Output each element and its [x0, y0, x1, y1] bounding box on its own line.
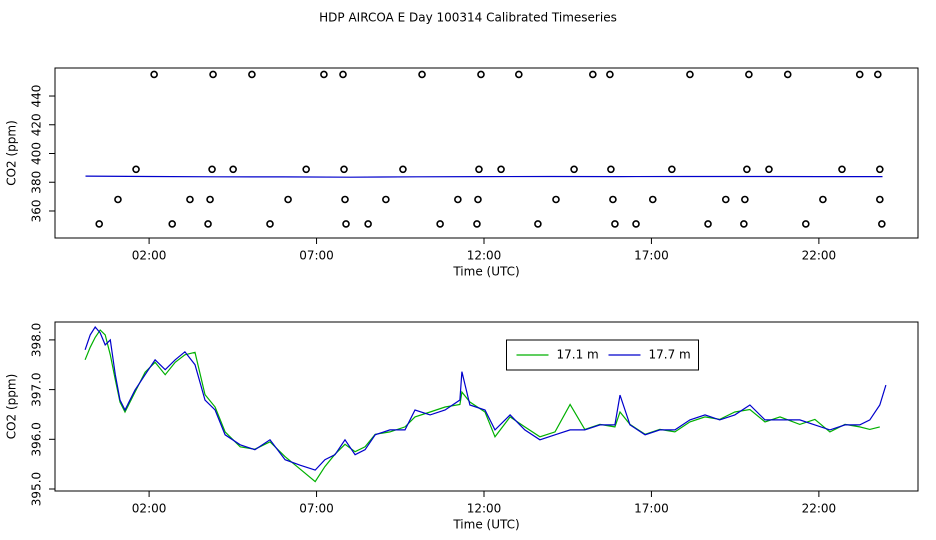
x-tick-label: 12:00 — [467, 502, 502, 516]
data-point — [704, 220, 712, 228]
data-point — [874, 70, 882, 79]
x-tick-label: 07:00 — [299, 249, 334, 263]
data-point — [686, 70, 694, 79]
y-tick-label: 400 — [30, 142, 44, 165]
data-point — [209, 70, 217, 79]
legend-label: 17.7 m — [649, 348, 691, 362]
data-point — [740, 220, 748, 228]
data-point — [150, 70, 158, 79]
plot-frame — [54, 67, 919, 239]
y-tick-label: 398.0 — [30, 323, 44, 357]
x-tick-label: 02:00 — [132, 502, 167, 516]
data-point — [855, 70, 864, 79]
data-point — [132, 165, 140, 174]
data-point — [248, 70, 256, 79]
y-tick-label: 360 — [30, 200, 44, 223]
y-axis-label: CO2 (ppm) — [5, 374, 19, 440]
data-point — [609, 195, 617, 204]
data-point — [515, 70, 523, 79]
data-point — [204, 220, 212, 228]
data-point — [721, 195, 730, 204]
y-tick-label: 395.0 — [30, 472, 44, 506]
data-point — [168, 220, 177, 228]
y-axis-label: CO2 (ppm) — [5, 120, 19, 186]
data-point — [382, 195, 390, 204]
plot-frame — [54, 321, 919, 492]
legend-label: 17.1 m — [557, 348, 599, 362]
data-point — [876, 195, 884, 204]
data-point — [819, 195, 827, 204]
data-point — [745, 70, 753, 79]
data-point — [765, 165, 773, 174]
data-point — [341, 195, 349, 204]
data-line — [84, 329, 880, 483]
x-tick-label: 17:00 — [634, 502, 669, 516]
y-tick-label: 440 — [30, 85, 44, 108]
data-point — [475, 165, 483, 174]
x-tick-label: 22:00 — [802, 502, 837, 516]
data-point — [302, 165, 310, 174]
data-point — [743, 165, 751, 174]
data-point — [552, 195, 560, 204]
y-tick-label: 397.0 — [30, 372, 44, 406]
data-point — [607, 165, 615, 174]
data-point — [399, 165, 407, 174]
data-point — [206, 195, 214, 204]
data-point — [668, 165, 676, 174]
data-point — [477, 70, 485, 79]
data-point — [454, 195, 462, 204]
data-line — [85, 175, 883, 178]
x-tick-label: 02:00 — [132, 249, 167, 263]
data-point — [648, 195, 657, 204]
data-point — [418, 70, 426, 79]
legend: 17.1 m 17.7 m — [506, 339, 699, 371]
data-point — [611, 220, 619, 228]
data-point — [186, 195, 194, 204]
x-axis-label: Time (UTC) — [452, 265, 519, 279]
data-point — [570, 165, 578, 174]
chart-title: HDP AIRCOA E Day 100314 Calibrated Times… — [319, 11, 617, 25]
data-point — [229, 165, 237, 174]
data-point — [838, 165, 846, 174]
data-point — [339, 70, 347, 79]
y-tick-label: 380 — [30, 171, 44, 194]
x-axis-label: Time (UTC) — [452, 518, 519, 532]
data-point — [606, 70, 614, 79]
data-point — [497, 165, 505, 174]
data-point — [783, 70, 792, 79]
data-point — [95, 220, 104, 228]
data-point — [589, 70, 597, 79]
data-point — [436, 220, 444, 228]
data-point — [364, 220, 372, 228]
y-tick-label: 420 — [30, 113, 44, 136]
data-point — [342, 220, 350, 228]
data-point — [632, 220, 640, 228]
data-line — [84, 325, 887, 471]
data-point — [878, 220, 886, 228]
data-point — [473, 220, 481, 228]
y-tick-label: 396.0 — [30, 422, 44, 456]
data-point — [208, 165, 216, 174]
data-point — [284, 195, 292, 204]
x-tick-label: 07:00 — [299, 502, 334, 516]
data-point — [114, 195, 122, 204]
x-tick-label: 12:00 — [467, 249, 502, 263]
data-point — [876, 165, 884, 174]
data-point — [741, 195, 749, 204]
x-tick-label: 22:00 — [802, 249, 837, 263]
data-point — [340, 165, 348, 174]
data-point — [320, 70, 328, 79]
data-point — [474, 195, 482, 204]
data-point — [534, 220, 542, 228]
data-point — [266, 220, 274, 228]
data-point — [802, 220, 810, 228]
x-tick-label: 17:00 — [634, 249, 669, 263]
